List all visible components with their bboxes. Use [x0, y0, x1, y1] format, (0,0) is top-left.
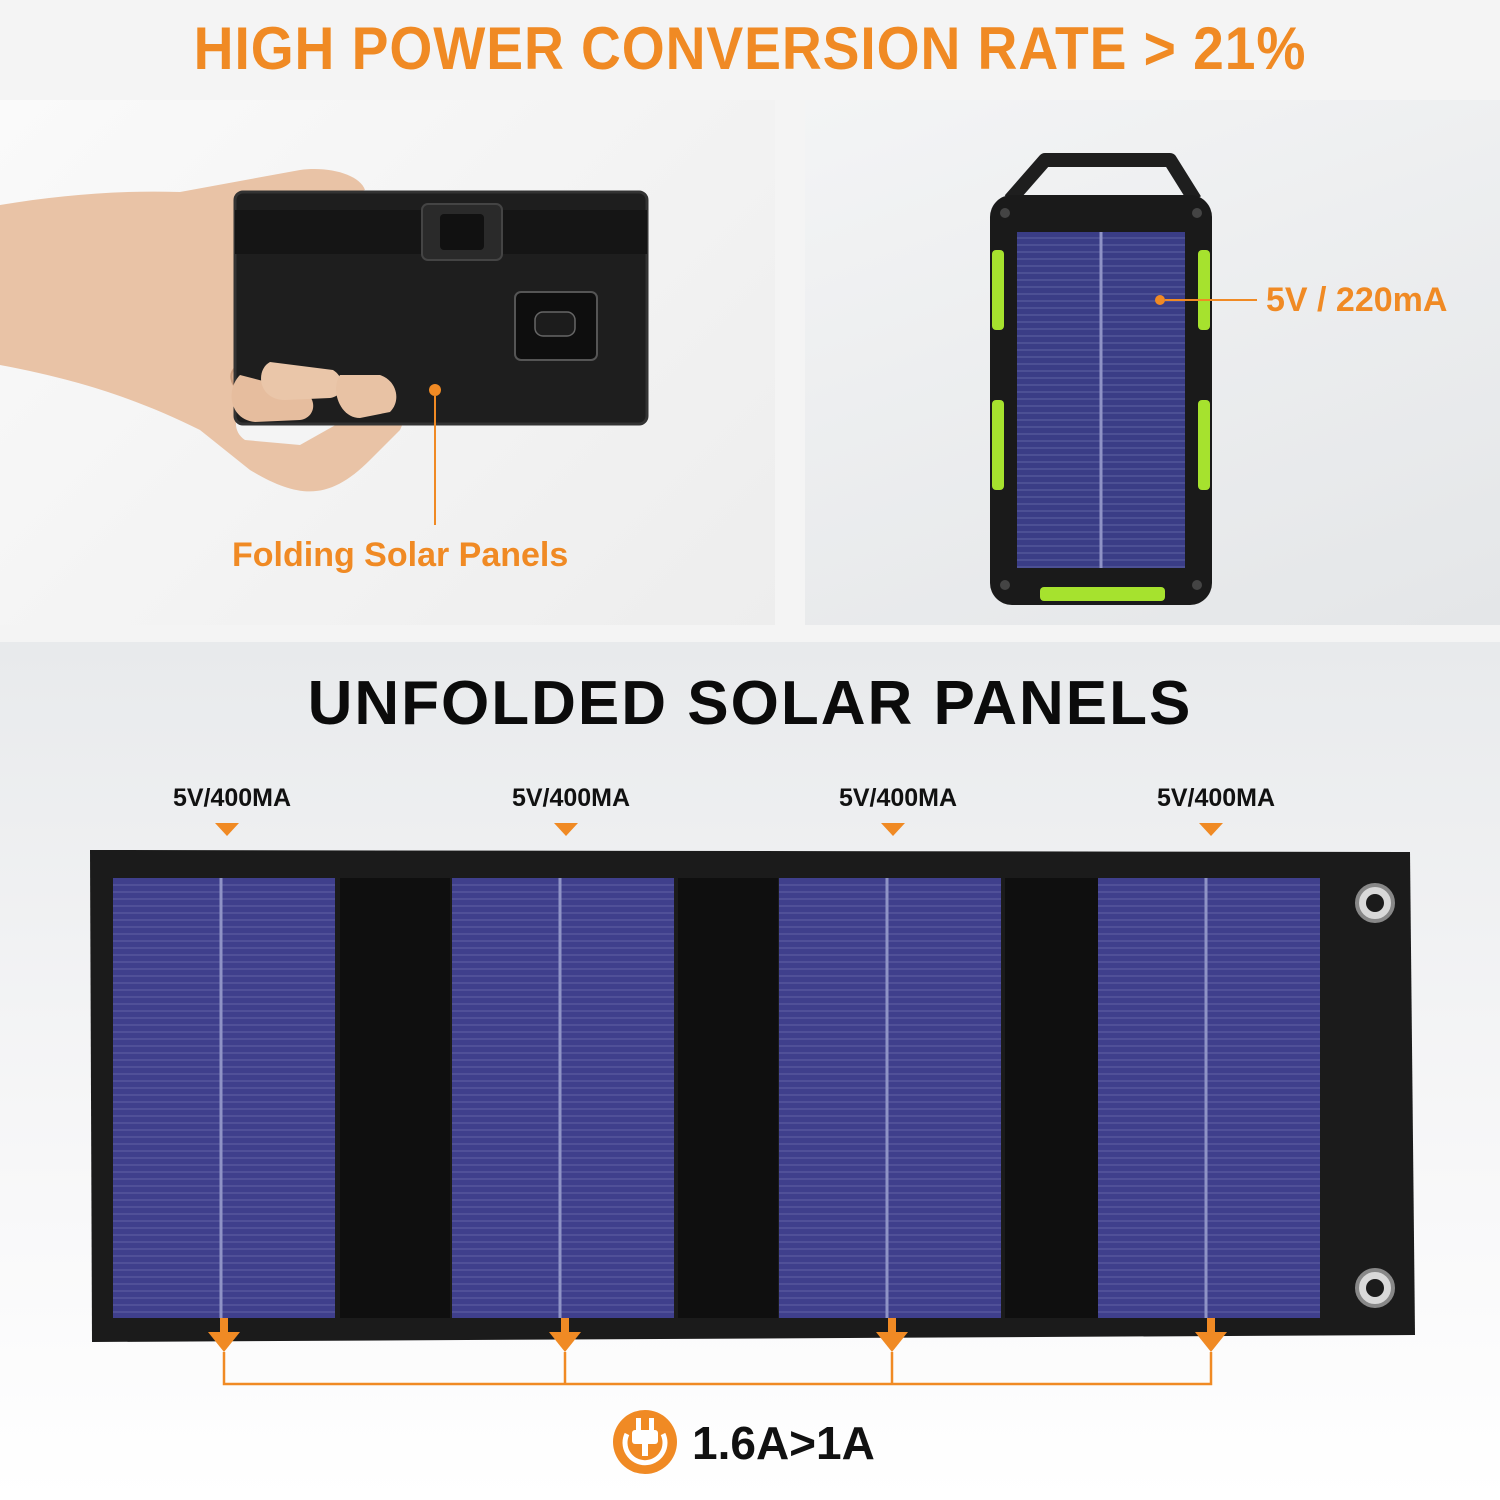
plug-icon — [613, 1410, 677, 1474]
connector-line — [222, 1352, 1213, 1386]
power-bank-caption: 5V / 220mA — [1266, 281, 1448, 319]
panel-rating-1: 5V/400MA — [172, 784, 292, 812]
arrow-down-icon — [881, 823, 905, 836]
arrow-down-icon — [1199, 823, 1223, 836]
finger — [231, 375, 314, 422]
folded-panel-card — [0, 100, 775, 625]
arrow-down-icon — [1195, 1332, 1227, 1352]
arrow-down-icon — [554, 823, 578, 836]
solar-cell-1 — [113, 878, 335, 1318]
power-bank-card — [805, 100, 1500, 625]
output-current-text: 1.6A>1A — [692, 1417, 875, 1469]
carabiner — [1004, 153, 1201, 205]
callout-dot — [429, 384, 441, 396]
panel-rating-3: 5V/400MA — [838, 784, 958, 812]
solar-cell-3 — [779, 878, 1001, 1318]
panel-rating-2: 5V/400MA — [511, 784, 631, 812]
folding-panels-caption: Folding Solar Panels — [232, 536, 569, 574]
arrow-down-icon — [549, 1332, 581, 1352]
folded-panel-illustration — [0, 169, 649, 525]
headline: HIGH POWER CONVERSION RATE > 21% — [193, 15, 1307, 82]
solar-cell-4 — [1098, 878, 1320, 1318]
panel-rating-4: 5V/400MA — [1156, 784, 1276, 812]
power-bank-illustration — [990, 153, 1257, 605]
arrow-down-icon — [215, 823, 239, 836]
arrow-down-icon — [876, 1332, 908, 1352]
unfolded-title: UNFOLDED SOLAR PANELS — [307, 669, 1193, 738]
bank-callout-dot — [1155, 295, 1165, 305]
arrow-down-icon — [208, 1332, 240, 1352]
solar-cell-2 — [452, 878, 674, 1318]
